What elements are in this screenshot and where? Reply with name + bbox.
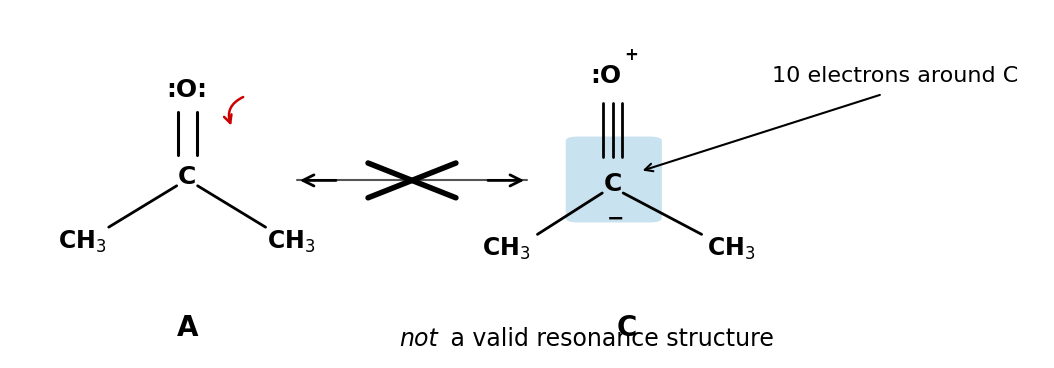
- Text: CH$_3$: CH$_3$: [482, 236, 530, 262]
- Text: 10 electrons around C: 10 electrons around C: [773, 66, 1018, 86]
- Text: C: C: [617, 314, 637, 342]
- Text: CH$_3$: CH$_3$: [706, 236, 755, 262]
- Text: a valid resonance structure: a valid resonance structure: [444, 327, 775, 351]
- Text: A: A: [176, 314, 198, 342]
- Text: C: C: [604, 172, 622, 196]
- Text: :O:: :O:: [167, 78, 208, 102]
- FancyBboxPatch shape: [566, 137, 662, 223]
- Text: CH$_3$: CH$_3$: [268, 229, 316, 255]
- Text: C: C: [178, 165, 196, 189]
- Text: CH$_3$: CH$_3$: [58, 229, 106, 255]
- Text: not: not: [399, 327, 438, 351]
- Text: −: −: [607, 208, 625, 228]
- Text: :O: :O: [590, 64, 621, 88]
- Text: +: +: [625, 46, 639, 64]
